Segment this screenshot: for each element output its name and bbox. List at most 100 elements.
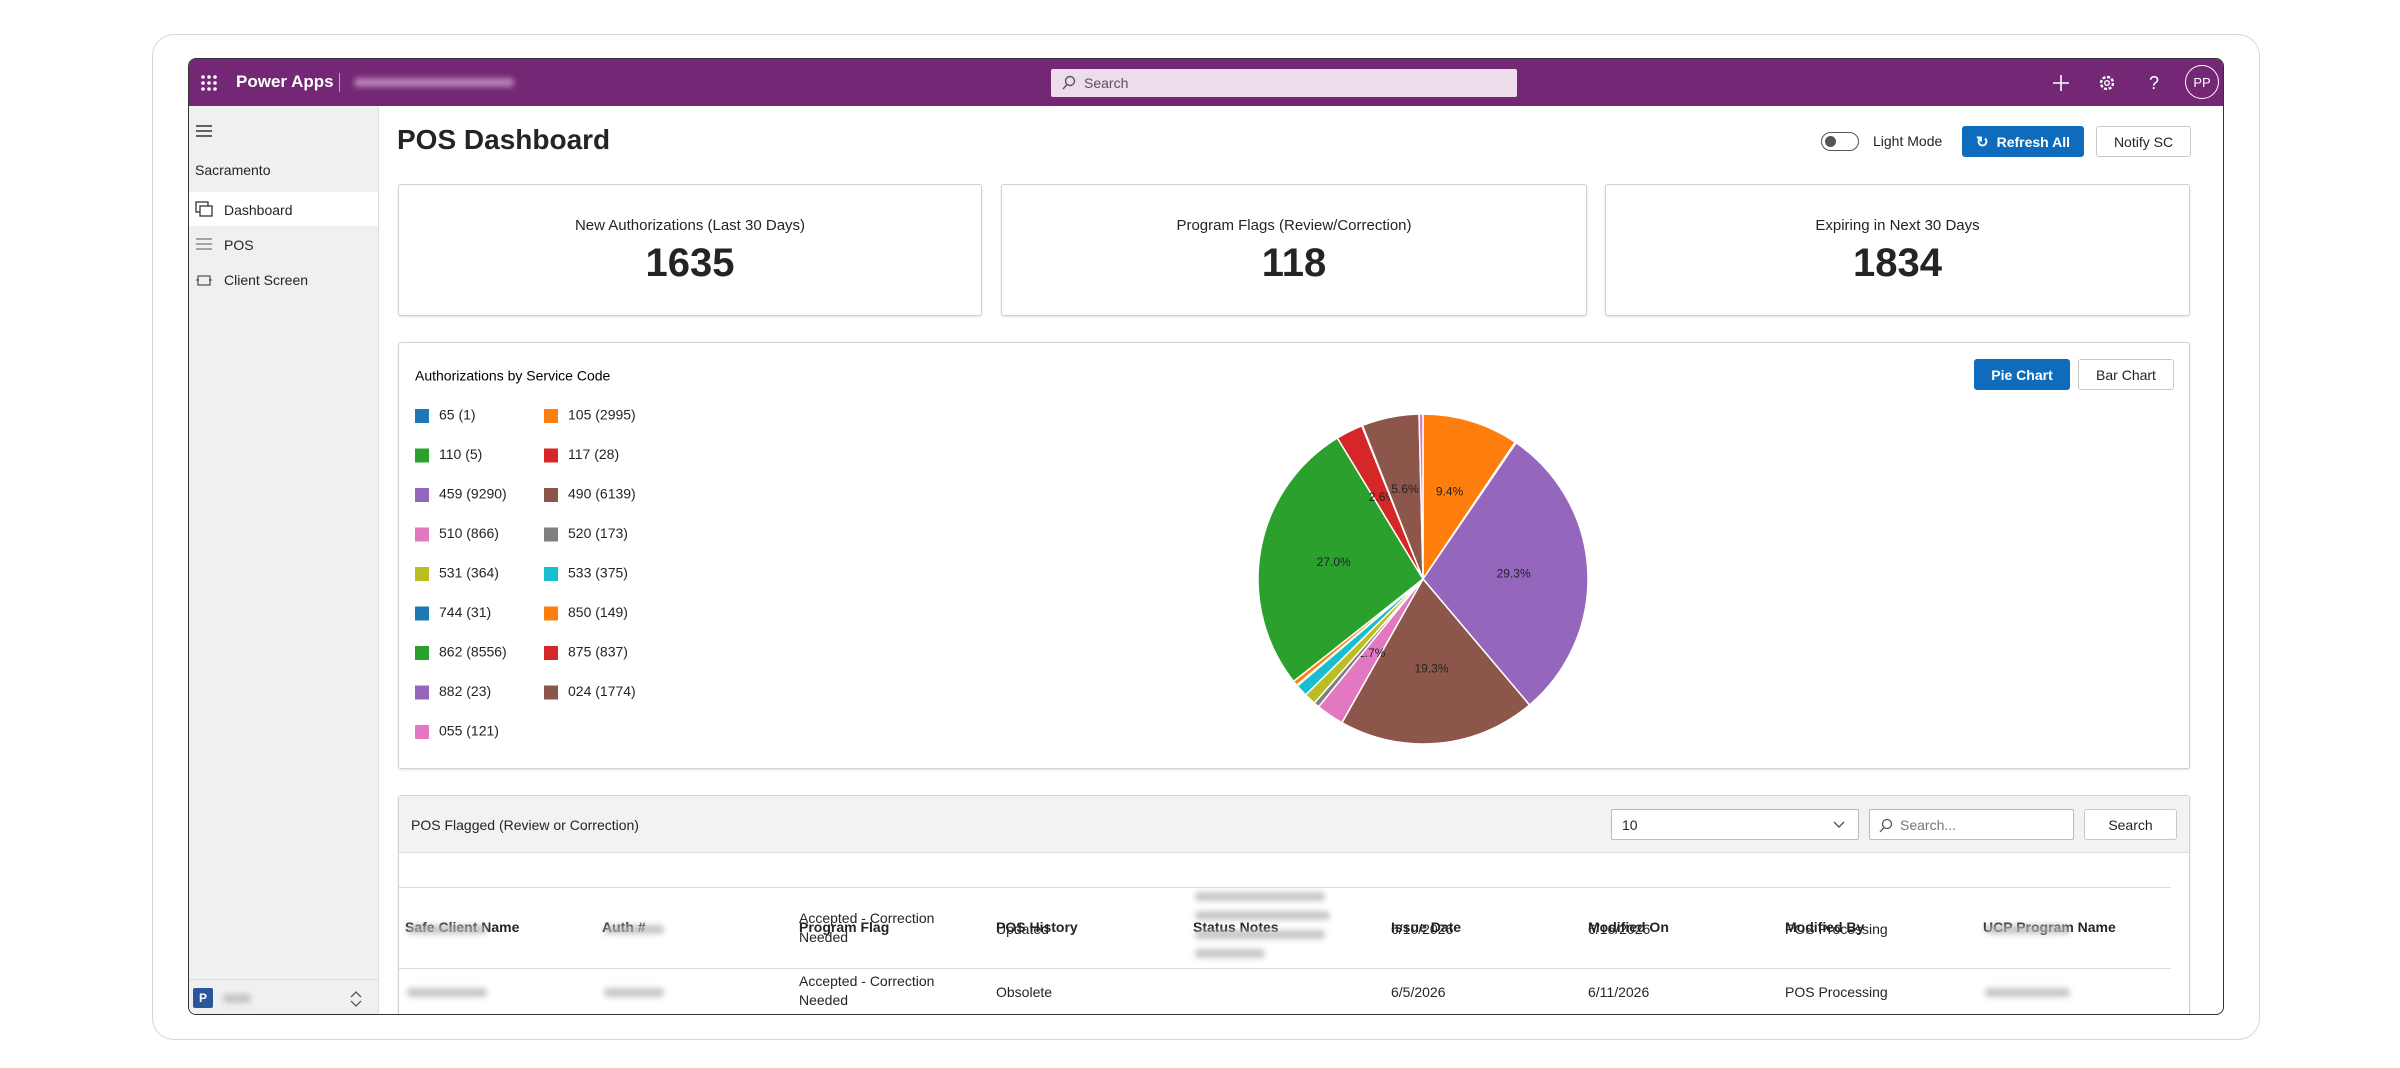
bar-chart-button[interactable]: Bar Chart <box>2078 359 2174 390</box>
kpi-value: 1635 <box>645 241 735 285</box>
settings-icon[interactable] <box>2097 73 2117 93</box>
legend-swatch <box>544 567 558 581</box>
table-search[interactable]: Search... <box>1869 809 2074 840</box>
divider <box>339 73 340 92</box>
refresh-button[interactable]: ↻ Refresh All <box>1962 126 2084 157</box>
table-panel: POS Flagged (Review or Correction) 10 Se… <box>398 795 2190 1014</box>
chart-title: Authorizations by Service Code <box>415 368 611 384</box>
column-header: Modified By <box>1785 919 1865 935</box>
top-bar: Power Apps Search ? PP <box>189 59 2223 106</box>
cell: Obsolete <box>996 984 1053 1000</box>
legend-swatch <box>415 527 429 542</box>
search-button[interactable]: Search <box>2084 809 2177 840</box>
env-badge: P <box>193 988 213 1008</box>
slice-label: 27.0% <box>1317 555 1351 569</box>
blurred-cell <box>1195 949 1265 958</box>
legend-label: 520 (173) <box>568 525 628 541</box>
dropdown-value: 10 <box>1622 817 1638 833</box>
toggle-knob <box>1825 135 1836 147</box>
legend-swatch <box>415 606 429 621</box>
waffle-icon[interactable] <box>200 74 218 92</box>
legend-label: 055 (121) <box>439 723 499 739</box>
legend-swatch <box>415 646 429 660</box>
cell: 6/16/2026 <box>1588 921 1651 937</box>
pie-slice <box>1422 413 1517 582</box>
legend-swatch <box>415 725 429 739</box>
pie-slice <box>1418 413 1424 580</box>
pie-slice <box>1422 441 1589 707</box>
legend-label: 024 (1774) <box>568 683 636 699</box>
row-divider <box>399 968 2171 969</box>
column-header: Modified On <box>1588 919 1669 935</box>
legend-swatch <box>415 567 429 581</box>
kpi-value: 1834 <box>1853 241 1942 285</box>
legend-label: 490 (6139) <box>568 486 636 502</box>
nav-item[interactable]: Client Screen <box>224 272 309 288</box>
legend-swatch <box>544 527 558 542</box>
chevron-icon <box>1833 821 1845 828</box>
frame <box>152 34 2260 1040</box>
chart-panel: Authorizations by Service Code 65 (1) 105… <box>398 342 2190 769</box>
blurred-cell <box>604 925 664 934</box>
toggle[interactable] <box>1821 132 1859 151</box>
pie-slice <box>1257 436 1424 683</box>
notify-button[interactable]: Notify SC <box>2096 126 2191 157</box>
blurred-cell <box>1195 911 1330 920</box>
nav-item[interactable]: POS <box>224 237 254 253</box>
nav-icon <box>196 238 212 250</box>
menu-icon[interactable] <box>195 123 213 139</box>
legend-swatch <box>544 448 558 463</box>
toggle-label: Light Mode <box>1873 133 1943 149</box>
nav-item-active[interactable] <box>189 192 378 226</box>
search-box[interactable]: Search <box>1051 69 1517 97</box>
cell: POS Processing <box>1785 921 1888 937</box>
legend-label: 875 (837) <box>568 644 628 660</box>
legend-swatch <box>415 685 429 700</box>
kpi-label: Expiring in Next 30 Days <box>1815 217 1980 234</box>
cell: 6/11/2026 <box>1588 984 1650 1000</box>
legend-swatch <box>544 409 558 423</box>
cell: Updated <box>996 921 1049 937</box>
cell: POS Processing <box>1785 984 1888 1000</box>
kpi-label: Program Flags (Review/Correction) <box>1176 217 1412 234</box>
blurred-cell <box>1195 892 1325 901</box>
legend-label: 105 (2995) <box>568 407 636 423</box>
legend-swatch <box>544 488 558 502</box>
slice-label: 29.3% <box>1497 567 1531 581</box>
env-bar[interactable]: P <box>189 979 378 1014</box>
help-icon[interactable]: ? <box>2144 73 2164 93</box>
page-size-dropdown[interactable]: 10 <box>1611 809 1859 840</box>
page-title: POS Dashboard <box>397 124 611 155</box>
search-placeholder: Search... <box>1900 817 1957 833</box>
kpi-label: New Authorizations (Last 30 Days) <box>574 217 806 234</box>
legend-label: 459 (9290) <box>439 486 507 502</box>
legend-swatch <box>415 448 429 463</box>
blurred-cell <box>604 988 664 997</box>
search-icon <box>1879 818 1893 833</box>
button-label: Refresh All <box>1996 133 2070 150</box>
add-icon[interactable] <box>2051 73 2071 93</box>
nav-item[interactable]: Dashboard <box>224 202 293 218</box>
legend-label: 65 (1) <box>439 407 476 423</box>
legend-swatch <box>544 685 558 700</box>
sidebar: Sacramento Dashboard POS Client Screen P <box>189 106 379 1014</box>
column-header: Program Flag <box>799 919 890 935</box>
pie-chart-button[interactable]: Pie Chart <box>1974 359 2070 390</box>
slice-label: 19.3% <box>1415 662 1449 676</box>
kpi-value: 118 <box>1261 241 1327 285</box>
legend-label: 744 (31) <box>439 604 491 620</box>
column-header: POS History <box>996 919 1078 935</box>
blurred-cell <box>1985 988 2070 997</box>
table-title: POS Flagged (Review or Correction) <box>411 817 639 833</box>
legend-label: 110 (5) <box>439 446 482 462</box>
avatar[interactable]: PP <box>2185 65 2219 99</box>
row-divider <box>399 887 2171 888</box>
blurred-cell <box>1985 925 2070 934</box>
cell: Accepted - Correction Needed <box>799 910 935 945</box>
legend-swatch <box>415 488 429 502</box>
cell: 6/10/2026 <box>1391 921 1454 937</box>
blurred-cell <box>1195 930 1325 939</box>
kpi-card: New Authorizations (Last 30 Days) 1635 <box>398 184 982 316</box>
blurred-cell <box>407 925 487 934</box>
search-placeholder: Search <box>1084 75 1129 91</box>
